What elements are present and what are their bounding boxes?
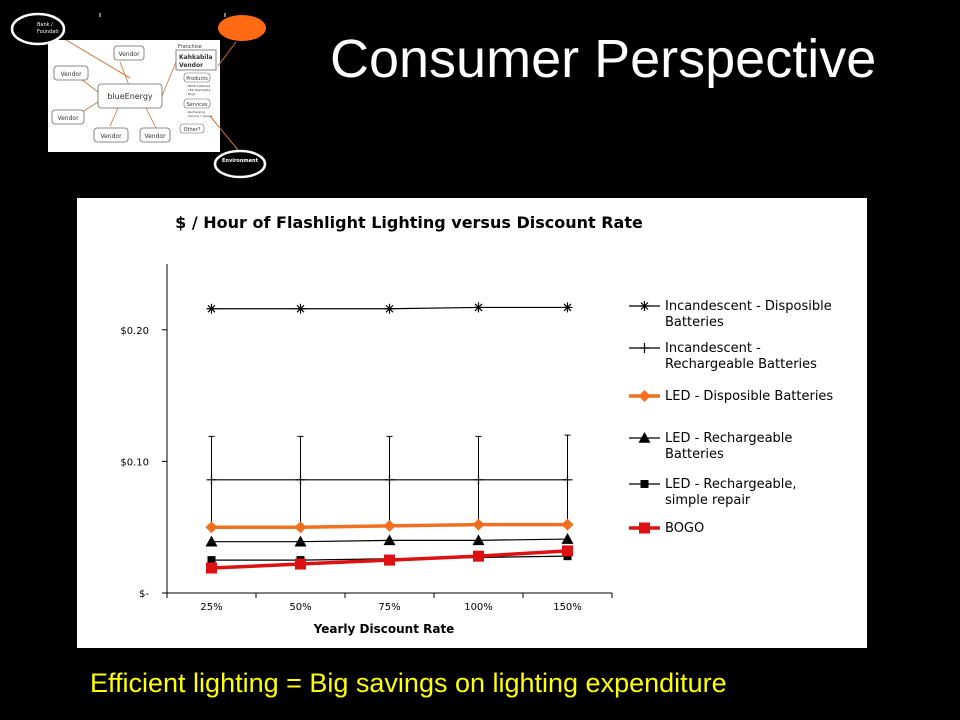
- diagram-hub: blueEnergy: [107, 92, 153, 101]
- slide-subtitle: Efficient lighting = Big savings on ligh…: [90, 668, 727, 698]
- data-point: [561, 533, 574, 544]
- legend-label: LED - Rechargeable: [665, 431, 792, 446]
- x-tick-label: 100%: [464, 602, 493, 613]
- environment-label: Environment: [222, 158, 259, 164]
- legend-item-2: LED - Disposible Batteries: [629, 389, 833, 404]
- x-tick-label: 50%: [289, 602, 311, 613]
- org-diagram: Vendor Vendor Vendor Vendor Vendor blueE…: [48, 40, 220, 152]
- series-5: [206, 545, 573, 574]
- legend-label: LED - Disposible Batteries: [665, 389, 833, 404]
- x-tick-label: 150%: [553, 602, 582, 613]
- data-point: [206, 474, 217, 485]
- legend-item-1: Incandescent -Rechargeable Batteries: [629, 341, 817, 372]
- y-tick-label: $0.20: [120, 326, 149, 337]
- data-point: [294, 535, 307, 547]
- x-tick-label: 25%: [200, 602, 222, 613]
- data-point: [295, 303, 306, 314]
- diagram-vendor-3: Vendor: [57, 115, 79, 122]
- diagram-service-2: - Service / repairs: [186, 114, 213, 118]
- legend-label: simple repair: [665, 493, 751, 508]
- data-point: [472, 518, 485, 531]
- diagram-franchise: Franchise: [178, 44, 202, 50]
- series-2: [205, 518, 574, 534]
- diagram-kahkabila-vendor: Vendor: [179, 62, 203, 69]
- diagram-product-1: - NiMH batteries: [186, 84, 211, 88]
- series-3: [205, 533, 574, 547]
- data-point: [206, 562, 217, 574]
- diagram-product-3: - Bogo: [186, 92, 196, 96]
- bank-label: Bank /: [37, 22, 53, 28]
- environment-ring: [213, 149, 267, 179]
- legend-item-5: BOGO: [629, 521, 704, 536]
- diagram-vendor-2: Vendor: [60, 71, 82, 78]
- data-point: [639, 343, 650, 353]
- data-point: [383, 534, 396, 546]
- data-point: [295, 474, 306, 485]
- data-point: [562, 474, 573, 485]
- data-point: [472, 534, 485, 546]
- data-point: [562, 545, 573, 557]
- legend-label: Batteries: [665, 447, 724, 462]
- data-point: [639, 522, 650, 534]
- diagram-vendor-4: Vendor: [100, 133, 122, 140]
- legend-label: LED - Rechargeable,: [665, 477, 797, 492]
- data-point: [473, 302, 484, 313]
- data-point: [561, 518, 574, 531]
- diagram-vendor-5: Vendor: [144, 133, 166, 140]
- diagram-product-2: - LED flashlights: [186, 88, 211, 92]
- legend-item-4: LED - Rechargeable,simple repair: [629, 477, 797, 508]
- diagram-vendor-1: Vendor: [118, 51, 140, 58]
- legend-label: Incandescent -: [665, 341, 761, 356]
- data-point: [562, 302, 573, 313]
- diagram-kahkabila: Kahkabila: [179, 54, 212, 61]
- orange-blob: [218, 15, 266, 41]
- data-point: [473, 550, 484, 562]
- slide-title: Consumer Perspective: [330, 29, 877, 89]
- chart-panel: $ / Hour of Flashlight Lighting versus D…: [77, 198, 867, 648]
- diagram-service-1: - Recharging: [186, 110, 205, 114]
- data-point: [206, 303, 217, 314]
- data-point: [294, 521, 307, 534]
- y-tick-label: $0.10: [120, 457, 149, 468]
- diagram-products: Products: [186, 76, 208, 82]
- data-point: [384, 303, 395, 314]
- legend-label: Batteries: [665, 315, 724, 330]
- data-point: [473, 474, 484, 485]
- data-point: [207, 556, 216, 565]
- bank-ring: [10, 12, 66, 46]
- data-point: [295, 558, 306, 570]
- x-axis-label: Yearly Discount Rate: [313, 622, 455, 636]
- data-point: [639, 301, 650, 311]
- diagram-services: Services: [186, 102, 207, 108]
- data-point: [205, 521, 218, 534]
- diagram-other: Other?: [184, 127, 201, 133]
- bank-label-2: Foundati: [37, 29, 59, 35]
- series-0: [206, 302, 573, 314]
- legend-label: Rechargeable Batteries: [665, 357, 817, 372]
- data-point: [383, 519, 396, 532]
- data-point: [384, 474, 395, 485]
- y-tick-label: $-: [139, 589, 149, 600]
- legend-label: BOGO: [665, 521, 704, 536]
- legend-label: Incandescent - Disposible: [665, 299, 832, 314]
- data-point: [638, 432, 651, 443]
- data-point: [205, 535, 218, 547]
- data-point: [384, 554, 395, 566]
- data-point: [640, 480, 649, 488]
- x-tick-label: 75%: [378, 602, 400, 613]
- data-point: [638, 390, 651, 402]
- chart-title: $ / Hour of Flashlight Lighting versus D…: [175, 213, 643, 232]
- series-1: [206, 434, 573, 525]
- line-chart: $ / Hour of Flashlight Lighting versus D…: [120, 213, 833, 636]
